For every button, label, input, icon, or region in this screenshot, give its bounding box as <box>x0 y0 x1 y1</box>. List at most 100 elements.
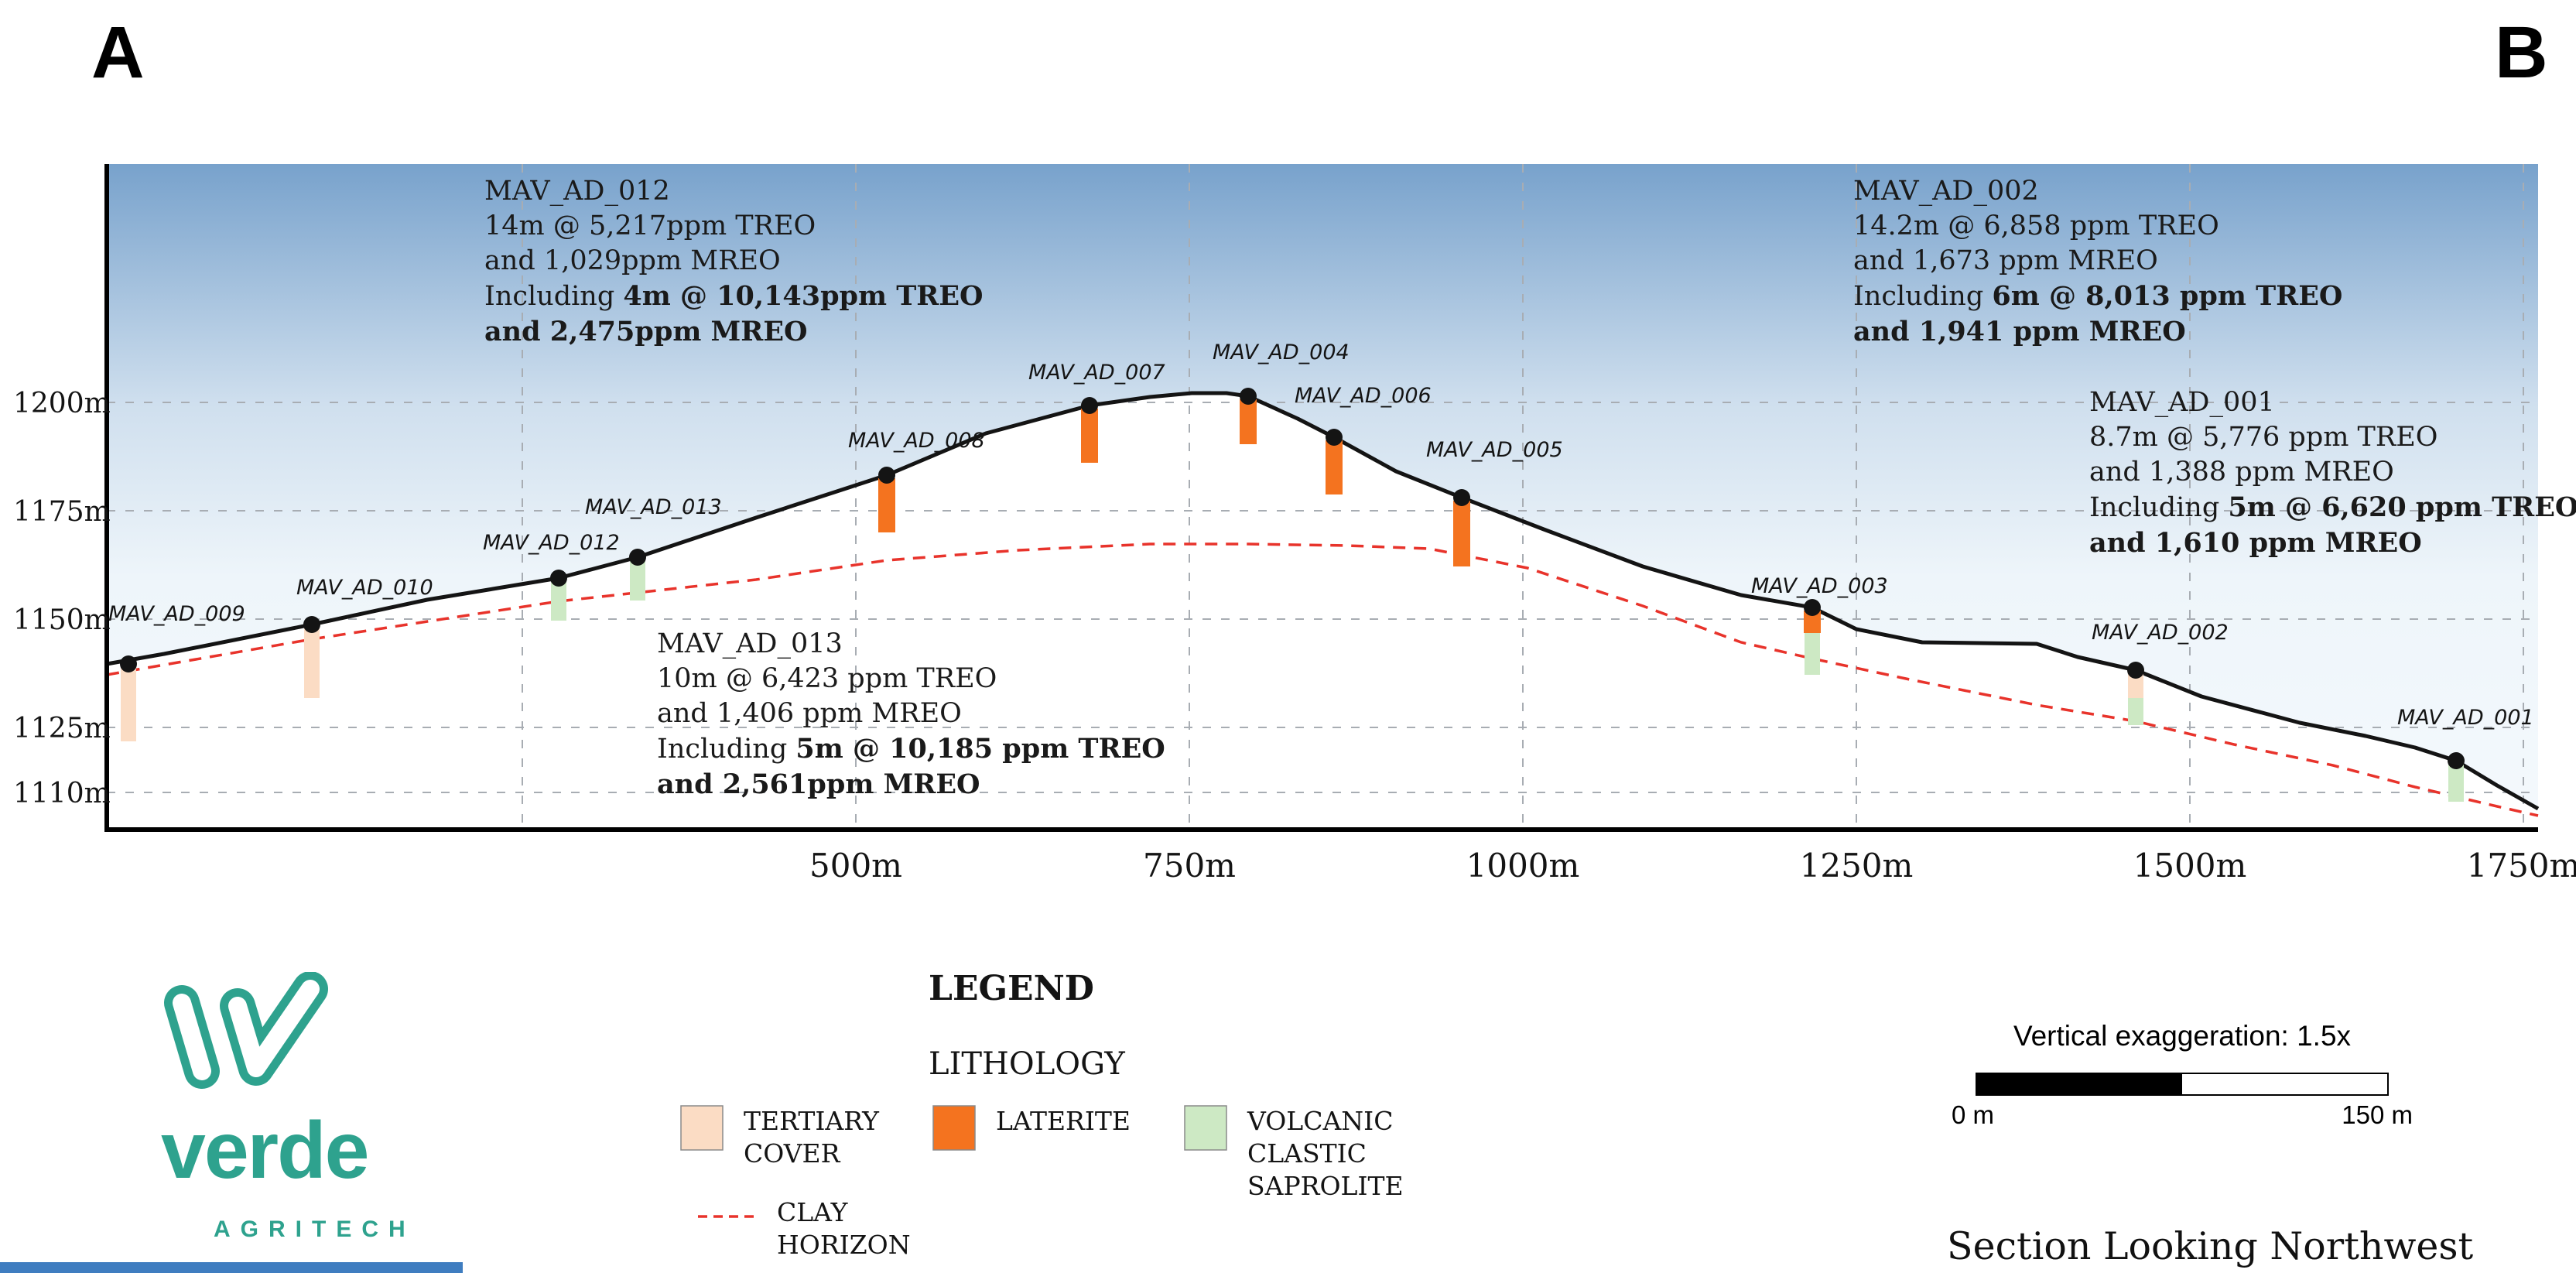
annotation-line: MAV_AD_002 <box>1853 176 2039 207</box>
annotation-line-bold: and 1,941 ppm MREO <box>1853 316 2186 347</box>
drillhole-label: MAV_AD_001 <box>2397 706 2534 730</box>
legend-label: LATERITE <box>996 1105 1131 1138</box>
drillhole-collar-dot <box>878 467 895 484</box>
annotation-line: 10m @ 6,423 ppm TREO <box>657 663 997 694</box>
annotation-line-bold: and 1,610 ppm MREO <box>2089 527 2422 559</box>
drillhole-mav-ad-001: MAV_AD_001 <box>2397 706 2534 802</box>
drillhole-mav-ad-002: MAV_AD_002 <box>2092 621 2229 725</box>
annotation-line: Including <box>1853 281 1993 312</box>
drillhole-label: MAV_AD_005 <box>1426 438 1563 462</box>
drillhole-mav-ad-003: MAV_AD_003 <box>1751 574 1888 675</box>
y-axis-label: 1125m <box>13 713 111 744</box>
section-caption: Section Looking Northwest <box>1947 1224 2474 1268</box>
drillhole-collar-dot <box>1240 388 1257 405</box>
annotation-line: and 1,029ppm MREO <box>484 245 781 276</box>
legend-item-clay-horizon: CLAY HORIZON <box>695 1196 911 1261</box>
footer-accent-rect <box>0 1262 463 1273</box>
x-axis-label: 500m <box>809 847 902 885</box>
annotation-line-bold: 4m @ 10,143ppm TREO <box>623 280 984 312</box>
drillhole-label: MAV_AD_002 <box>2092 621 2229 645</box>
annotation-line: Including <box>2089 492 2229 523</box>
swatch-rect <box>932 1105 976 1151</box>
drillhole-label: MAV_AD_007 <box>1028 361 1165 385</box>
drillhole-label: MAV_AD_010 <box>296 576 433 600</box>
drillhole-mav-ad-009: MAV_AD_009 <box>108 602 245 741</box>
laterite-swatch <box>932 1105 976 1151</box>
clay-horizon-line <box>106 542 2539 817</box>
annotation-line-bold: 5m @ 10,185 ppm TREO <box>795 733 1165 765</box>
legend-label: TERTIARY COVER <box>744 1105 879 1170</box>
y-axis-label: 1110m <box>13 778 111 809</box>
legend-item-volcanic-clastic-saprolite: VOLCANIC CLASTIC SAPROLITE <box>1184 1105 1404 1203</box>
annotation-line: and 1,388 ppm MREO <box>2089 457 2394 488</box>
annotation-mav-ad-002: MAV_AD_002 14.2m @ 6,858 ppm TREO and 1,… <box>1853 174 2342 350</box>
legend-label: VOLCANIC CLASTIC SAPROLITE <box>1247 1105 1404 1203</box>
scale-end-label: 150 m <box>2342 1100 2413 1129</box>
drillhole-collar-dot <box>2127 662 2144 679</box>
logo-stroke-inner <box>173 994 211 1080</box>
drillhole-bar <box>2448 765 2464 802</box>
annotation-line: Including <box>657 734 796 765</box>
legend-item-tertiary-cover: TERTIARY COVER <box>680 1105 879 1170</box>
y-axis-label: 1175m <box>13 496 111 528</box>
drillhole-bar <box>1326 440 1343 494</box>
drillhole-collar-dot <box>1326 429 1343 446</box>
drillhole-bar <box>2128 698 2143 725</box>
drillhole-collar-dot <box>303 616 320 633</box>
swatch-rect <box>1184 1105 1227 1151</box>
scale-bar-block: Vertical exaggeration: 1.5x 0 m 150 m <box>1950 1020 2414 1130</box>
legend-subheading: LITHOLOGY <box>929 1046 1125 1082</box>
drillhole-collar-dot <box>120 655 137 672</box>
section-marker-a: A <box>91 12 145 94</box>
drillhole-label: MAV_AD_013 <box>585 495 722 519</box>
annotation-line: 14m @ 5,217ppm TREO <box>484 210 816 241</box>
annotation-line: MAV_AD_012 <box>484 176 670 207</box>
drillhole-label: MAV_AD_009 <box>108 602 245 626</box>
drillhole-mav-ad-010: MAV_AD_010 <box>296 576 433 698</box>
x-axis-label: 1750m <box>2467 847 2576 885</box>
drillhole-bar <box>1240 399 1257 444</box>
legend-label-line: LATERITE <box>996 1106 1131 1136</box>
annotation-line-bold: and 2,475ppm MREO <box>484 316 808 347</box>
annotation-line-bold: 5m @ 6,620 ppm TREO <box>2228 491 2576 523</box>
annotation-mav-ad-012: MAV_AD_012 14m @ 5,217ppm TREO and 1,029… <box>484 174 984 350</box>
drillhole-collar-dot <box>1081 397 1098 414</box>
annotation-mav-ad-001: MAV_AD_001 8.7m @ 5,776 ppm TREO and 1,3… <box>2089 385 2576 561</box>
annotation-line: 14.2m @ 6,858 ppm TREO <box>1853 210 2219 241</box>
scale-bar <box>1976 1073 2389 1096</box>
drillhole-mav-ad-013: MAV_AD_013 <box>585 495 722 601</box>
section-marker-b: B <box>2495 12 2548 94</box>
drillhole-bar <box>630 560 645 601</box>
legend-label-line: SAPROLITE <box>1247 1171 1404 1201</box>
y-axis-label: 1200m <box>13 388 111 419</box>
y-axis-label: 1150m <box>13 604 111 636</box>
legend-label-line: HORIZON <box>777 1230 911 1260</box>
annotation-line: MAV_AD_013 <box>657 628 843 659</box>
annotation-mav-ad-013: MAV_AD_013 10m @ 6,423 ppm TREO and 1,40… <box>657 627 1165 802</box>
footer-accent-bar <box>0 1262 463 1273</box>
drillhole-label: MAV_AD_012 <box>483 531 620 555</box>
below-terrain-fill <box>107 393 2538 830</box>
drillhole-mav-ad-005: MAV_AD_005 <box>1426 438 1563 566</box>
drillhole-collar-dot <box>550 570 567 587</box>
x-axis-label: 1500m <box>2133 847 2247 885</box>
drillhole-bar <box>551 581 566 621</box>
drillhole-label: MAV_AD_003 <box>1751 574 1888 598</box>
drillhole-bar <box>304 628 320 698</box>
drillhole-label: MAV_AD_006 <box>1295 384 1432 408</box>
drillhole-mav-ad-008: MAV_AD_008 <box>848 429 985 532</box>
x-axis-labels: 500m 750m 1000m 1250m 1500m 1750m <box>809 847 2576 885</box>
drillhole-label: MAV_AD_004 <box>1213 340 1350 364</box>
drillhole-mav-ad-004: MAV_AD_004 <box>1213 340 1350 444</box>
legend-heading: LEGEND <box>929 969 1094 1008</box>
axes <box>104 164 2538 832</box>
logo-stroke-inner <box>228 980 320 1077</box>
drillhole-bar <box>1081 409 1098 463</box>
drillholes: MAV_AD_009 MAV_AD_010 MAV_AD_012 MAV_AD_… <box>108 340 2534 802</box>
legend-label-line: VOLCANIC <box>1247 1106 1394 1136</box>
annotation-line: and 1,673 ppm MREO <box>1853 245 2158 276</box>
scale-start-label: 0 m <box>1952 1100 1995 1129</box>
x-axis-label: 750m <box>1143 847 1236 885</box>
annotation-line: Including <box>484 281 624 312</box>
